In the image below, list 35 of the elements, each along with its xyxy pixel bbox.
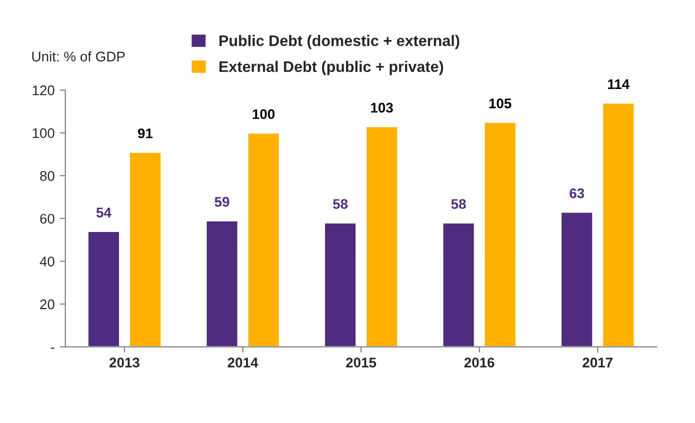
x-tick-label: 2014 xyxy=(228,358,258,368)
data-label: 100 xyxy=(252,109,275,120)
text: Unit: % of GDP xyxy=(32,51,125,62)
bar xyxy=(205,220,239,347)
bar xyxy=(324,222,357,347)
x-tick-label: 2016 xyxy=(464,358,494,368)
bar xyxy=(128,151,162,347)
data-label: 103 xyxy=(371,102,393,113)
legend-label: Public Debt (domestic + external) xyxy=(219,34,460,50)
x-tick-label: 2017 xyxy=(582,358,612,368)
bar xyxy=(602,102,636,347)
bar xyxy=(442,222,476,347)
data-label: 58 xyxy=(332,199,348,209)
x-tick-label: 2013 xyxy=(110,358,140,368)
bar xyxy=(87,230,120,347)
bar xyxy=(246,132,280,347)
y-tick-label: 40 xyxy=(40,256,54,266)
y-tick-label: - xyxy=(50,348,54,349)
y-tick-label: 60 xyxy=(40,214,54,224)
y-tick-label: 100 xyxy=(32,128,54,138)
bar xyxy=(365,126,398,347)
data-label: 58 xyxy=(451,199,466,209)
data-label: 105 xyxy=(489,98,512,108)
data-label: 63 xyxy=(570,188,584,198)
x-tick-label: 2015 xyxy=(346,358,376,368)
data-label: 59 xyxy=(214,196,230,207)
data-label: 54 xyxy=(96,208,112,218)
data-label: 91 xyxy=(138,128,153,138)
bar xyxy=(560,211,594,347)
bar xyxy=(483,122,517,347)
legend-label: External Debt (public + private) xyxy=(219,60,444,76)
y-tick-label: 80 xyxy=(40,171,54,181)
y-tick-label: 120 xyxy=(32,85,54,96)
data-label: 114 xyxy=(608,79,630,89)
y-tick-label: 20 xyxy=(40,299,54,310)
